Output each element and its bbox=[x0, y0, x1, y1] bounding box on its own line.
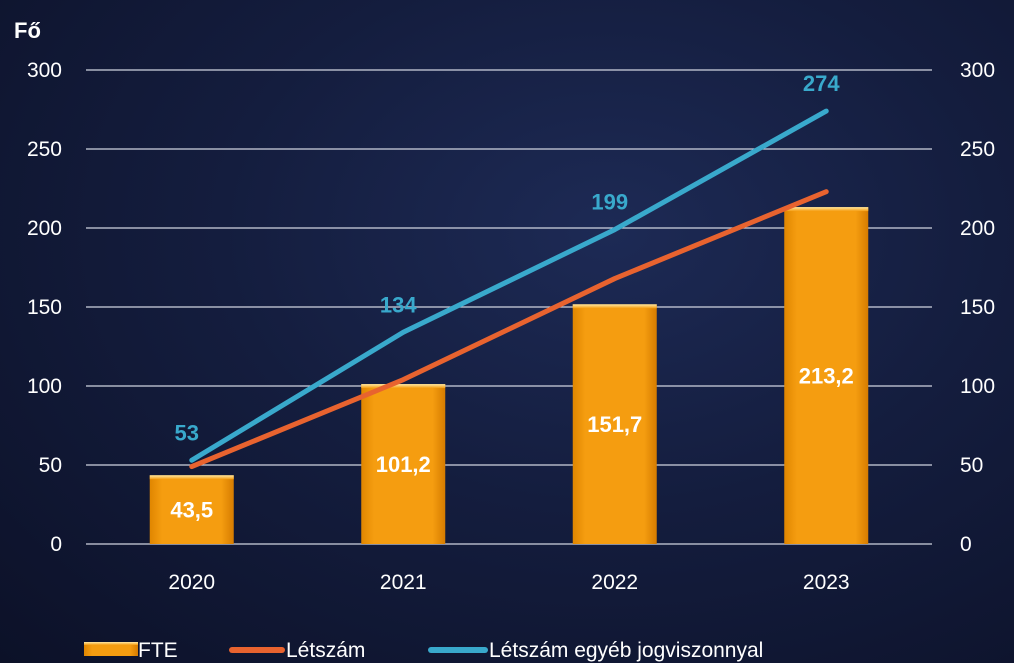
fte-bar-value-label: 213,2 bbox=[799, 364, 854, 389]
y-tick-label-right: 200 bbox=[960, 217, 995, 240]
y-tick-label-right: 100 bbox=[960, 375, 995, 398]
line-value-label: 274 bbox=[803, 71, 840, 96]
fte-bar bbox=[572, 304, 657, 544]
y-axis-unit: Fő bbox=[14, 18, 41, 43]
gridlines bbox=[86, 69, 932, 545]
legend-label: Létszám egyéb jogviszonnyal bbox=[489, 639, 763, 662]
y-tick-label-left: 300 bbox=[27, 59, 62, 82]
fte-bar-highlight bbox=[784, 207, 869, 212]
l-tsz-m-egy-b-jogviszonnyal-line bbox=[189, 108, 829, 463]
fte-bars: 43,5 101,2 151,7 213,2 bbox=[149, 207, 869, 545]
fte-bar-highlight bbox=[149, 475, 234, 480]
series-lines: 53 134 199 274 bbox=[175, 71, 840, 470]
x-tick-label: 2023 bbox=[803, 571, 850, 594]
legend-label: Létszám bbox=[286, 639, 365, 662]
line-value-label: 199 bbox=[591, 190, 628, 215]
fte-bar-value-label: 43,5 bbox=[170, 498, 213, 523]
y-tick-label-right: 300 bbox=[960, 59, 995, 82]
y-tick-label-right: 50 bbox=[960, 454, 983, 477]
legend-swatch-fte-highlight bbox=[84, 642, 138, 645]
x-tick-label: 2022 bbox=[591, 571, 638, 594]
y-axis-right-ticks: 0 50 100 150 200 250 300 bbox=[960, 59, 995, 556]
y-tick-label-left: 100 bbox=[27, 375, 62, 398]
y-tick-label-left: 150 bbox=[27, 296, 62, 319]
legend-label: FTE bbox=[138, 639, 178, 662]
x-axis-ticks: 2020 2021 2022 2023 bbox=[168, 571, 849, 594]
fte-bar-value-label: 151,7 bbox=[587, 412, 642, 437]
fte-bar-value-label: 101,2 bbox=[376, 452, 431, 477]
fte-bar bbox=[784, 207, 869, 545]
x-tick-label: 2020 bbox=[168, 571, 215, 594]
fte-bar bbox=[361, 384, 446, 544]
y-tick-label-left: 250 bbox=[27, 138, 62, 161]
x-tick-label: 2021 bbox=[380, 571, 427, 594]
legend-swatch-fte bbox=[84, 642, 138, 656]
y-tick-label-right: 150 bbox=[960, 296, 995, 319]
fte-bar-highlight bbox=[572, 304, 657, 309]
y-tick-label-right: 0 bbox=[960, 533, 972, 556]
fte-bar-highlight bbox=[361, 384, 446, 389]
y-axis-left-ticks: 0 50 100 150 200 250 300 bbox=[27, 59, 62, 556]
fte-bar bbox=[149, 475, 234, 544]
y-tick-label-right: 250 bbox=[960, 138, 995, 161]
l-tsz-m-line bbox=[189, 189, 829, 470]
y-tick-label-left: 200 bbox=[27, 217, 62, 240]
legend: FTE Létszám Létszám egyéb jogviszonnyal bbox=[84, 639, 763, 662]
line-value-label: 53 bbox=[175, 420, 199, 445]
y-tick-label-left: 0 bbox=[50, 533, 62, 556]
line-value-label: 134 bbox=[380, 292, 417, 317]
y-tick-label-left: 50 bbox=[39, 454, 62, 477]
